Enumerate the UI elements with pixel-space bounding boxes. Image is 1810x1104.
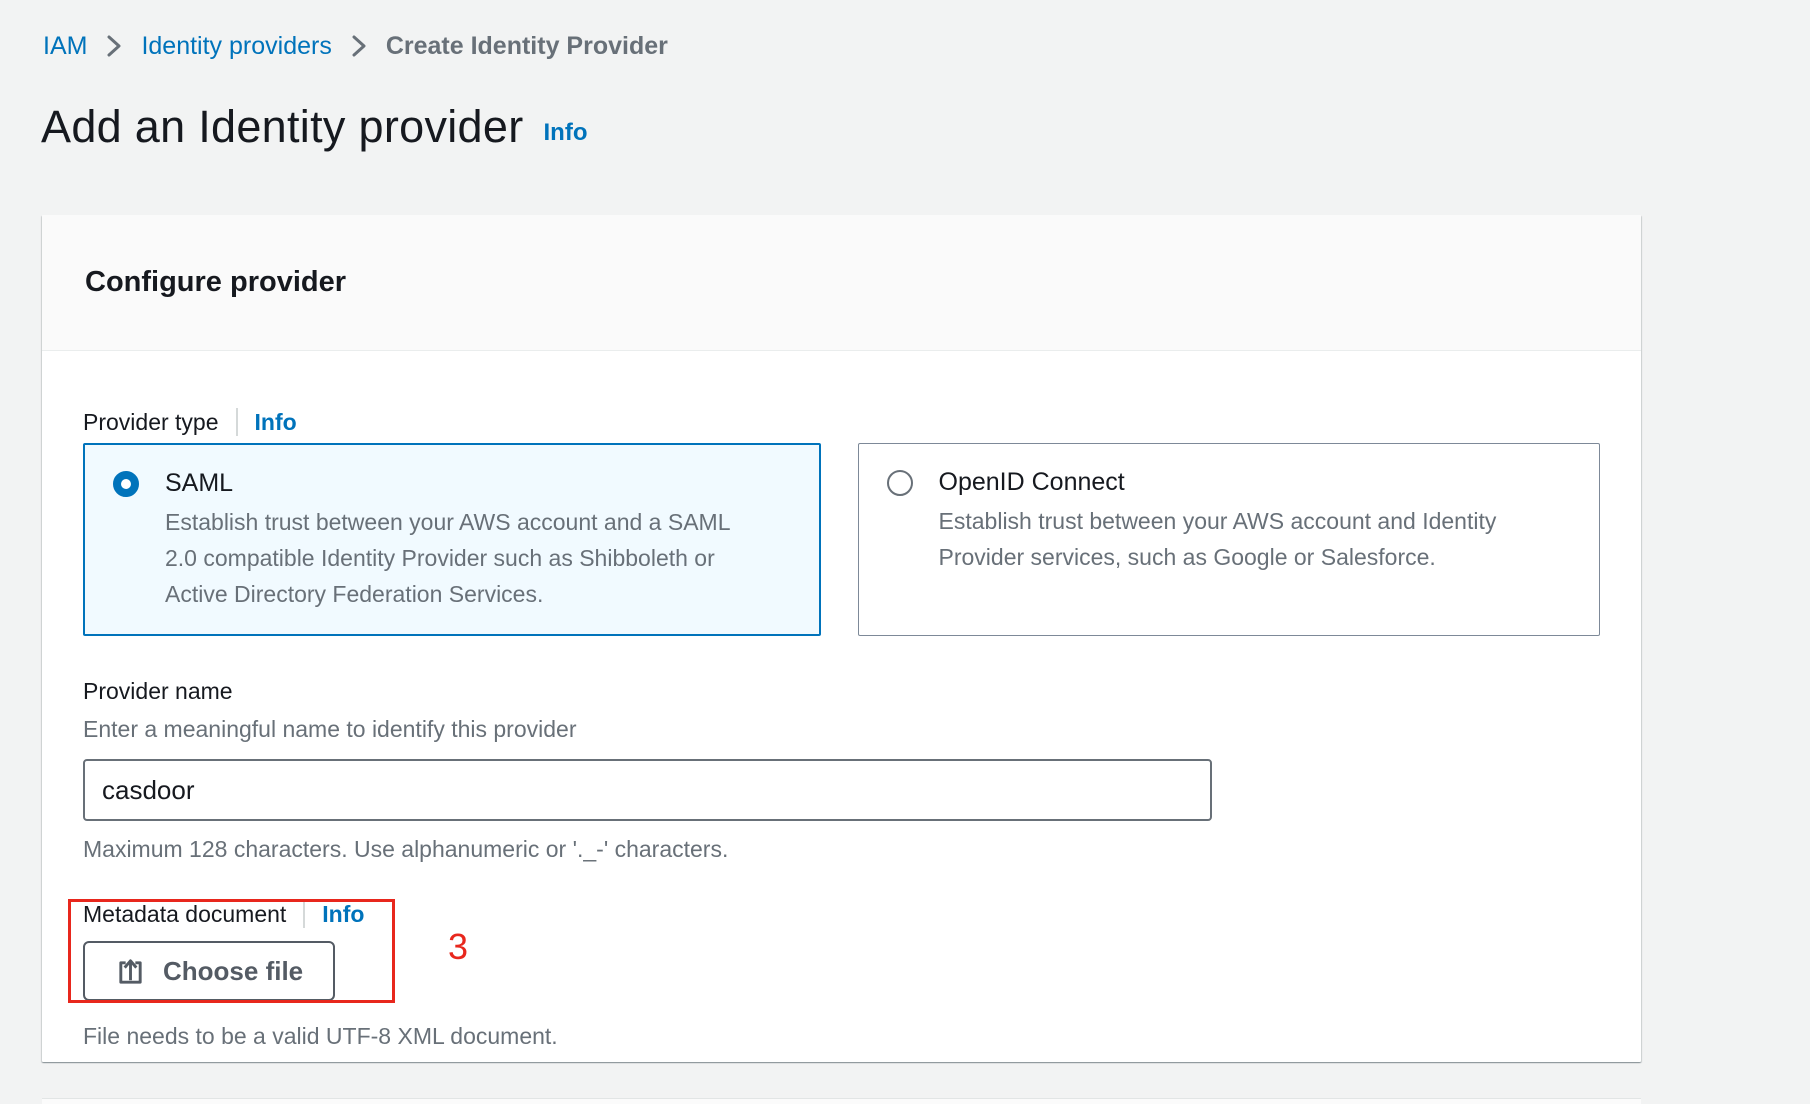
provider-name-description: Enter a meaningful name to identify this… (83, 716, 577, 742)
annotation-step-number: 3 (448, 926, 469, 967)
breadcrumb-current-page: Create Identity Provider (385, 32, 668, 60)
saml-tile-title: SAML (165, 469, 234, 497)
page-title-row: Add an Identity provider Info (41, 100, 587, 154)
saml-radio-selected[interactable] (113, 471, 139, 497)
provider-type-label-row: Provider type Info (83, 407, 1600, 437)
provider-name-input[interactable] (83, 759, 1212, 821)
page-title: Add an Identity provider (41, 101, 524, 152)
provider-type-tiles: SAML Establish trust between your AWS ac… (83, 443, 1600, 636)
panel-body: Provider type Info SAML Establish trust … (42, 351, 1641, 1051)
saml-tile-description: Establish trust between your AWS account… (165, 509, 730, 607)
breadcrumb-link-iam[interactable]: IAM (43, 32, 88, 60)
breadcrumb-chevron-icon (352, 35, 366, 57)
page-title-info-link[interactable]: Info (543, 119, 588, 146)
provider-type-info-link[interactable]: Info (254, 408, 297, 435)
openid-tile-description: Establish trust between your AWS account… (938, 508, 1497, 570)
saml-tile-text: SAML Establish trust between your AWS ac… (165, 467, 765, 612)
breadcrumb-link-identity-providers[interactable]: Identity providers (141, 32, 332, 60)
breadcrumb: IAM Identity providers Create Identity P… (43, 30, 668, 62)
metadata-document-constraint: File needs to be a valid UTF-8 XML docum… (83, 1023, 558, 1049)
metadata-document-label-row: Metadata document Info (83, 899, 1600, 929)
provider-type-tile-saml[interactable]: SAML Establish trust between your AWS ac… (83, 443, 821, 636)
provider-type-label: Provider type (83, 408, 219, 435)
metadata-document-info-link[interactable]: Info (322, 900, 365, 927)
panel-header: Configure provider (42, 215, 1641, 351)
openid-tile-title: OpenID Connect (938, 468, 1125, 496)
metadata-document-label: Metadata document (83, 900, 287, 927)
provider-type-tile-openid-connect[interactable]: OpenID Connect Establish trust between y… (857, 443, 1600, 636)
next-section-top-edge (42, 1098, 1641, 1104)
openid-radio-unselected[interactable] (886, 470, 913, 496)
label-divider (303, 900, 306, 928)
label-divider (235, 408, 238, 436)
provider-name-label: Provider name (83, 678, 233, 704)
upload-icon (119, 958, 142, 984)
configure-provider-panel: Configure provider Provider type Info SA… (42, 215, 1641, 1062)
breadcrumb-chevron-icon (107, 35, 121, 57)
openid-tile-text: OpenID Connect Establish trust between y… (939, 466, 1564, 575)
provider-name-constraint: Maximum 128 characters. Use alphanumeric… (83, 836, 729, 862)
panel-header-title: Configure provider (85, 266, 347, 298)
choose-file-button[interactable]: Choose file (83, 941, 336, 1001)
choose-file-label: Choose file (163, 955, 304, 986)
